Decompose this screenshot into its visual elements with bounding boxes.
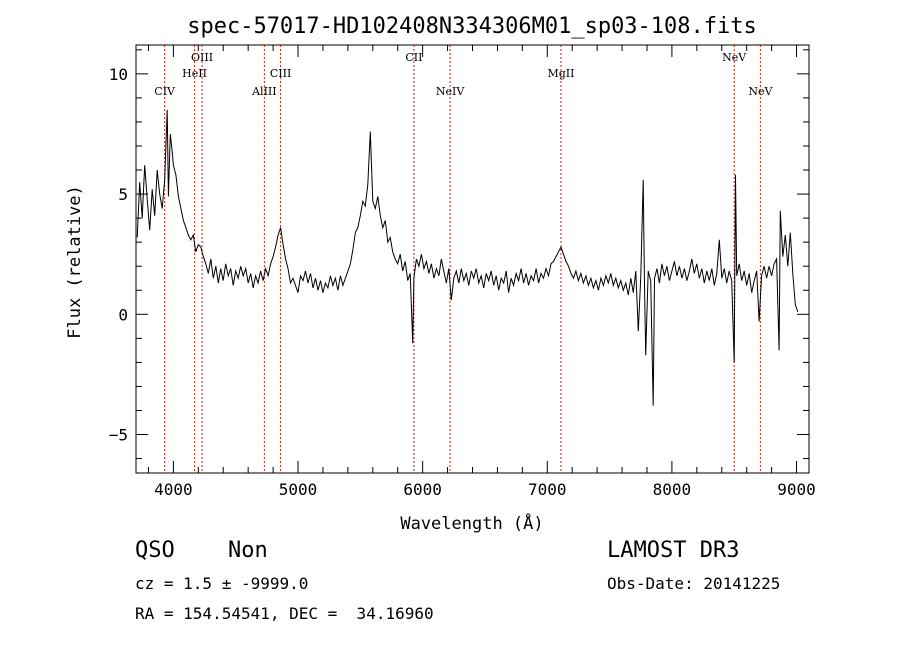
emission-line-labels: CIV HeII OIII AlIII CIII CII NeIV MgII NeV NeV xyxy=(154,51,773,98)
x-tick-label: 6000 xyxy=(403,480,442,499)
emission-line-label: HeII xyxy=(182,67,207,80)
emission-line-label: NeV xyxy=(722,51,747,64)
emission-line-label: CIII xyxy=(270,67,291,80)
x-tick-label: 5000 xyxy=(279,480,318,499)
x-tick-label: 7000 xyxy=(528,480,567,499)
emission-lines xyxy=(164,45,761,473)
x-tick-label: 9000 xyxy=(777,480,816,499)
spectrum-series xyxy=(136,109,799,406)
y-axis-label: Flux (relative) xyxy=(65,185,85,339)
x-axis-label: Wavelength (Å) xyxy=(400,512,543,534)
chart-title: spec-57017-HD102408N334306M01_sp03-108.f… xyxy=(187,14,757,39)
spectrum-line xyxy=(136,109,799,406)
survey-name: LAMOST DR3 xyxy=(607,538,740,563)
emission-line-label: AlIII xyxy=(251,85,277,98)
plot-frame xyxy=(135,44,810,474)
y-tick-label: 0 xyxy=(118,305,128,324)
ra-dec-coordinates: RA = 154.54541, DEC = 34.16960 xyxy=(135,604,434,623)
object-class: QSO xyxy=(135,538,175,563)
emission-line-label: NeIV xyxy=(436,85,465,98)
x-tick-label: 4000 xyxy=(154,480,193,499)
axes: 4000 5000 6000 7000 8000 9000 −5 0 5 10 xyxy=(109,44,816,499)
emission-line-label: OIII xyxy=(191,51,213,64)
y-tick-label: 5 xyxy=(118,185,128,204)
y-tick-label: −5 xyxy=(109,426,128,445)
x-tick-label: 8000 xyxy=(653,480,692,499)
emission-line-label: CIV xyxy=(154,85,176,98)
emission-line-label: CII xyxy=(405,51,422,64)
object-subclass: Non xyxy=(228,538,268,563)
emission-line-label: NeV xyxy=(748,85,773,98)
observation-date: Obs-Date: 20141225 xyxy=(607,574,781,593)
redshift-cz: cz = 1.5 ± -9999.0 xyxy=(135,574,309,593)
emission-line-label: MgII xyxy=(547,67,574,80)
y-tick-label: 10 xyxy=(109,65,128,84)
